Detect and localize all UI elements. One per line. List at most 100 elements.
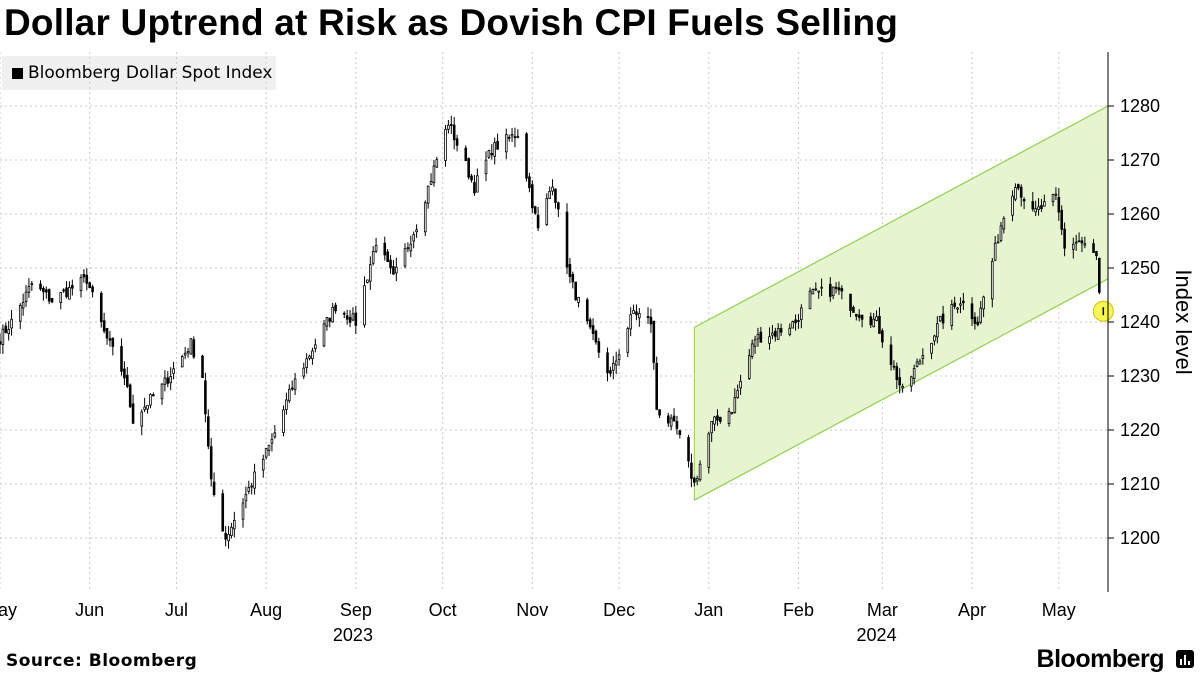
candle-body	[50, 298, 54, 303]
candle-body	[39, 283, 42, 290]
candle-body	[875, 316, 878, 321]
candle-body	[776, 328, 780, 340]
candle-body	[756, 334, 760, 340]
candle-body	[898, 377, 902, 386]
candle-body	[574, 281, 577, 301]
candle-body	[849, 293, 852, 311]
candle-body	[189, 338, 193, 355]
x-tick-label: Feb	[783, 600, 814, 620]
x-tick-label: Apr	[958, 600, 986, 620]
candle-body	[973, 316, 977, 324]
candle-body	[990, 261, 994, 300]
candle-body	[531, 184, 534, 209]
x-tick-label: Jul	[165, 600, 188, 620]
candle-body	[496, 140, 499, 150]
candle-body	[800, 307, 803, 320]
candle-body	[484, 159, 488, 175]
candle-body	[571, 273, 575, 283]
candle-body	[609, 370, 612, 374]
candle-body	[831, 286, 835, 297]
candle-body	[1080, 240, 1084, 244]
candle-body	[666, 415, 670, 424]
candle-body	[389, 259, 392, 269]
candle-body	[455, 138, 459, 146]
candle-body	[982, 296, 985, 310]
candle-body	[374, 244, 378, 252]
candle-body	[450, 124, 453, 126]
x-year-label: 2023	[333, 625, 373, 645]
x-tick-label: Aug	[250, 600, 282, 620]
candle-body	[779, 328, 783, 333]
candle-body	[435, 159, 439, 168]
candle-body	[221, 493, 225, 532]
candle-body	[1040, 205, 1043, 210]
candle-body	[325, 317, 329, 327]
candle-body	[464, 147, 468, 162]
candle-body	[736, 390, 739, 398]
candle-body	[915, 361, 919, 367]
x-tick-label: May	[1042, 600, 1076, 620]
candle-body	[180, 356, 184, 368]
candle-body	[212, 481, 216, 496]
candle-body	[62, 289, 65, 292]
candle-body	[490, 153, 494, 156]
y-tick-label: 1280	[1120, 96, 1160, 116]
candle-body	[1054, 193, 1058, 196]
candle-body	[774, 330, 777, 337]
candle-body	[444, 128, 447, 161]
candle-body	[7, 329, 10, 335]
candle-body	[510, 134, 514, 137]
candle-body	[565, 211, 569, 268]
x-tick-label: Mar	[867, 600, 898, 620]
candle-body	[811, 289, 815, 295]
channel-fill	[694, 106, 1108, 501]
candle-body	[314, 344, 317, 349]
candle-body	[42, 287, 45, 293]
candle-body	[351, 313, 355, 321]
candle-body	[857, 314, 861, 318]
candle-body	[169, 376, 172, 384]
candle-body	[612, 362, 615, 371]
candle-body	[204, 380, 207, 415]
candle-body	[308, 355, 311, 359]
candle-body	[936, 323, 939, 338]
candle-body	[302, 367, 306, 377]
candle-body	[186, 351, 190, 354]
candle-body	[233, 519, 236, 530]
candle-body	[470, 175, 473, 181]
candle-body	[250, 485, 253, 488]
candle-body	[1057, 196, 1061, 213]
candle-body	[655, 363, 658, 410]
candle-body	[493, 142, 496, 157]
candle-body	[577, 296, 580, 303]
candle-body	[467, 158, 470, 178]
candle-body	[528, 176, 531, 189]
candle-body	[930, 343, 933, 354]
candle-body	[837, 287, 841, 291]
candle-body	[412, 234, 415, 242]
y-tick-label: 1220	[1120, 420, 1160, 440]
candle-body	[342, 312, 346, 315]
candle-body	[163, 377, 167, 385]
candle-body	[820, 286, 823, 289]
candle-body	[713, 416, 716, 425]
candle-body	[1017, 184, 1020, 189]
candle-body	[406, 247, 410, 250]
candle-body	[545, 198, 549, 226]
candle-body	[557, 202, 560, 210]
candle-body	[82, 274, 86, 278]
candle-body	[1031, 201, 1035, 210]
candle-body	[123, 368, 126, 379]
candle-body	[311, 350, 314, 360]
x-tick-label: Nov	[516, 600, 548, 620]
candle-body	[614, 360, 618, 366]
candle-body	[99, 292, 103, 322]
candle-body	[1083, 243, 1087, 246]
candle-body	[244, 494, 248, 502]
candle-body	[429, 180, 433, 185]
candle-body	[206, 416, 210, 447]
candle-body	[1074, 241, 1078, 244]
candle-body	[548, 190, 551, 200]
candle-body	[18, 305, 22, 322]
candle-body	[423, 202, 427, 233]
